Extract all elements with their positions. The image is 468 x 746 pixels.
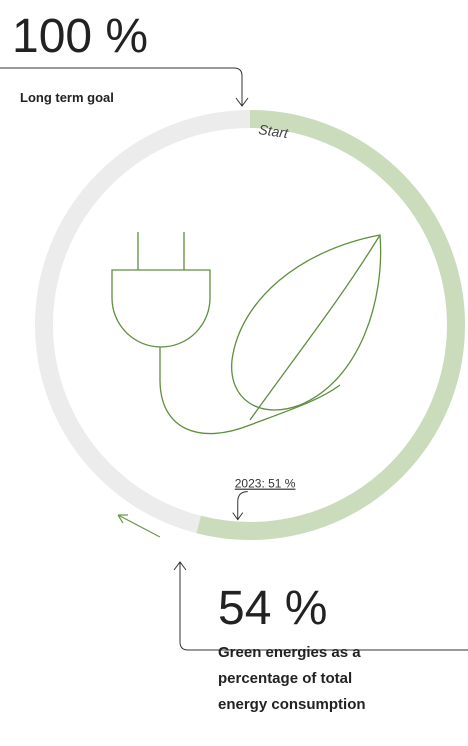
previous-marker — [232, 491, 248, 521]
ring — [35, 110, 465, 540]
goal-label: 100 % — [12, 10, 148, 63]
direction-arrow — [117, 514, 161, 538]
goal-caption: Long term goal — [20, 90, 114, 105]
value-caption: Green energies as a percentage of total … — [218, 644, 366, 713]
value-pointer — [173, 561, 468, 651]
start-label: Start — [258, 121, 291, 141]
plug-leaf-icon — [111, 232, 382, 435]
goal-pointer — [0, 67, 249, 107]
value-label: 54 % — [218, 582, 327, 635]
previous-label: 2023: 51 % — [235, 477, 296, 491]
ring-progress — [196, 110, 465, 540]
